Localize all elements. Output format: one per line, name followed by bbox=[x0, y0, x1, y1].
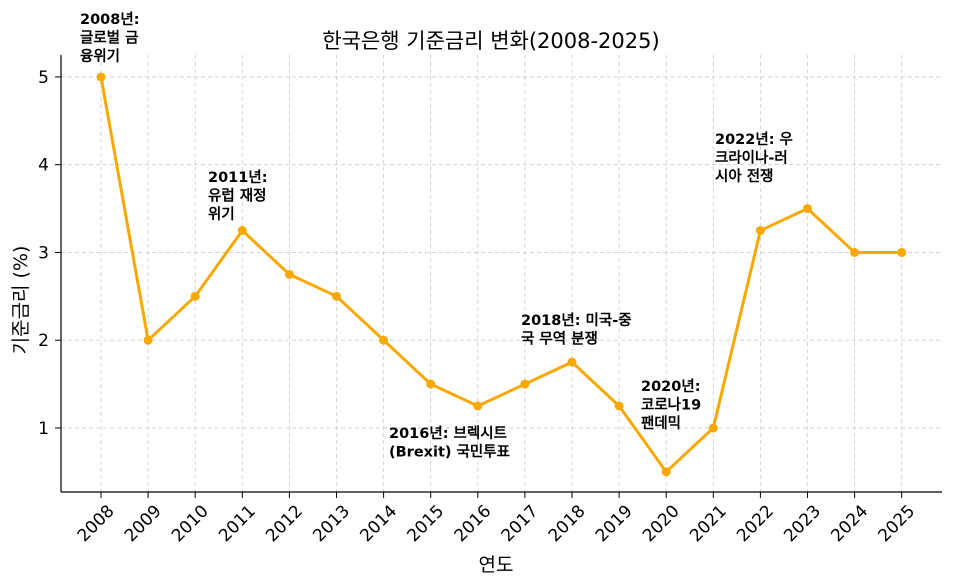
x-tick-label: 2010 bbox=[168, 501, 213, 546]
data-point bbox=[897, 247, 907, 257]
data-point bbox=[96, 72, 106, 82]
data-point bbox=[661, 467, 671, 477]
data-point bbox=[755, 226, 765, 236]
annotation-text: 2016년: 브렉시트 bbox=[389, 424, 507, 442]
data-point bbox=[143, 335, 153, 345]
data-point bbox=[850, 247, 860, 257]
annotation-text: 코로나19 bbox=[641, 397, 701, 414]
data-point bbox=[426, 379, 436, 389]
x-tick-label: 2023 bbox=[780, 501, 825, 546]
annotation-text: 시아 전쟁 bbox=[715, 168, 773, 185]
x-tick-label: 2016 bbox=[451, 501, 496, 546]
y-axis-title: 기준금리 (%) bbox=[10, 246, 32, 355]
x-tick-label: 2008 bbox=[74, 501, 119, 546]
annotation-text: 2022년: 우 bbox=[715, 131, 793, 148]
data-point bbox=[190, 291, 200, 301]
x-tick-label: 2025 bbox=[875, 501, 920, 546]
x-tick-label: 2024 bbox=[827, 501, 872, 546]
y-tick-label: 4 bbox=[38, 156, 49, 176]
data-point bbox=[708, 423, 718, 433]
x-tick-label: 2021 bbox=[686, 501, 731, 546]
y-tick-label: 1 bbox=[38, 419, 49, 439]
x-tick-label: 2020 bbox=[639, 501, 684, 546]
data-point bbox=[473, 401, 483, 411]
annotation-text: 위기 bbox=[208, 206, 235, 223]
grid bbox=[61, 55, 942, 492]
data-point bbox=[567, 357, 577, 367]
x-axis-title: 연도 bbox=[479, 554, 514, 576]
x-tick-label: 2011 bbox=[215, 501, 260, 546]
chart-title: 한국은행 기준금리 변화(2008-2025) bbox=[322, 29, 659, 53]
y-tick-label: 3 bbox=[38, 243, 49, 263]
x-tick-label: 2017 bbox=[498, 501, 543, 546]
annotation-text: 글로벌 금 bbox=[80, 30, 138, 47]
series-line bbox=[99, 76, 902, 474]
x-tick-label: 2009 bbox=[121, 501, 166, 546]
annotation-text: 2018년: 미국-중 bbox=[521, 312, 632, 329]
annotation-text: 유럽 재정 bbox=[208, 187, 266, 205]
data-point bbox=[237, 226, 247, 236]
data-point bbox=[614, 401, 624, 411]
annotation-text: 팬데믹 bbox=[641, 414, 681, 432]
annotation-text: 2020년: bbox=[641, 378, 701, 395]
x-tick-label: 2018 bbox=[545, 501, 590, 546]
x-tick-label: 2013 bbox=[309, 501, 354, 546]
x-tick-label: 2022 bbox=[733, 501, 778, 546]
x-tick-label: 2014 bbox=[356, 501, 401, 546]
axes bbox=[60, 55, 942, 493]
y-tick-label: 2 bbox=[38, 331, 49, 351]
annotation-text: 2008년: bbox=[80, 11, 140, 28]
data-point bbox=[332, 291, 341, 301]
annotation-text: 융위기 bbox=[80, 48, 120, 65]
x-tick-label: 2015 bbox=[404, 501, 449, 546]
x-tick-label: 2012 bbox=[262, 501, 307, 546]
data-point bbox=[284, 269, 294, 279]
y-tick-label: 5 bbox=[38, 68, 49, 88]
data-point bbox=[803, 204, 812, 214]
series bbox=[96, 72, 907, 477]
data-point bbox=[379, 335, 389, 345]
annotation-text: 2011년: bbox=[208, 169, 268, 186]
data-point bbox=[520, 379, 530, 389]
annotation-text: 크라이나-러 bbox=[715, 150, 788, 167]
annotation-text: 국 무역 분쟁 bbox=[521, 331, 598, 348]
annotation-text: (Brexit) 국민투표 bbox=[389, 444, 510, 461]
x-tick-label: 2019 bbox=[592, 501, 637, 546]
